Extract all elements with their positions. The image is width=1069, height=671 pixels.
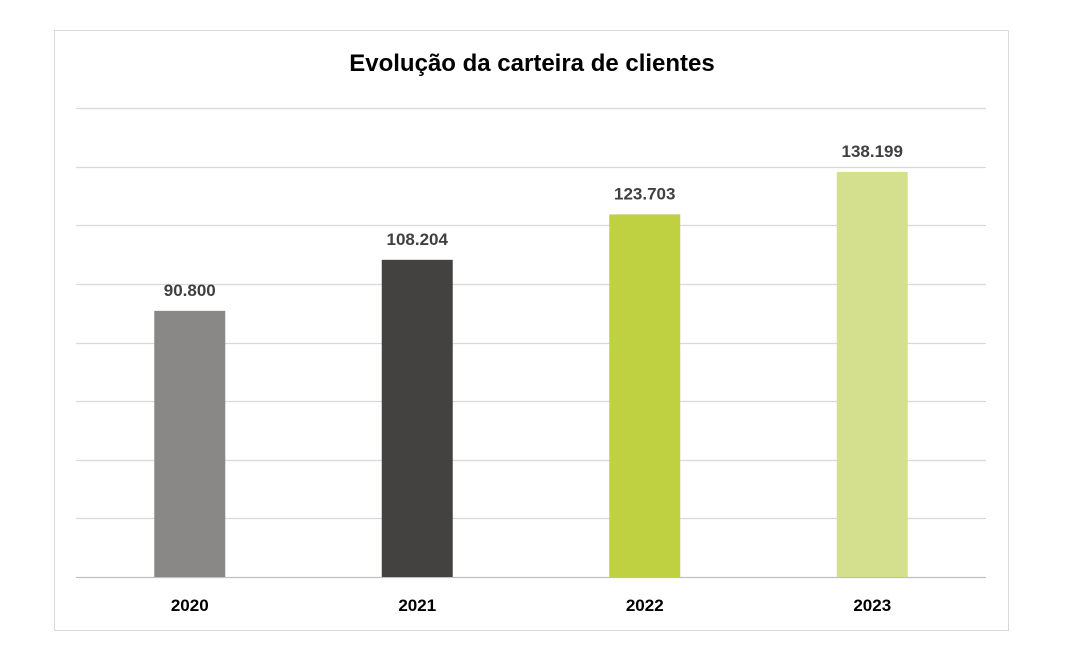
data-label-2021: 108.204	[387, 230, 449, 249]
data-label-2022: 123.703	[614, 184, 675, 203]
x-tick-label-2023: 2023	[853, 596, 891, 615]
bar-2022	[609, 214, 681, 578]
bar-2023	[836, 171, 908, 577]
bar-2020	[154, 310, 226, 577]
data-label-2023: 138.199	[842, 142, 903, 161]
bar-2021	[381, 259, 453, 577]
x-tick-label-2022: 2022	[626, 596, 664, 615]
x-tick-label-2020: 2020	[171, 596, 209, 615]
x-tick-label-2021: 2021	[398, 596, 436, 615]
chart-title: Evolução da carteira de clientes	[349, 50, 715, 77]
data-label-2020: 90.800	[164, 281, 216, 300]
